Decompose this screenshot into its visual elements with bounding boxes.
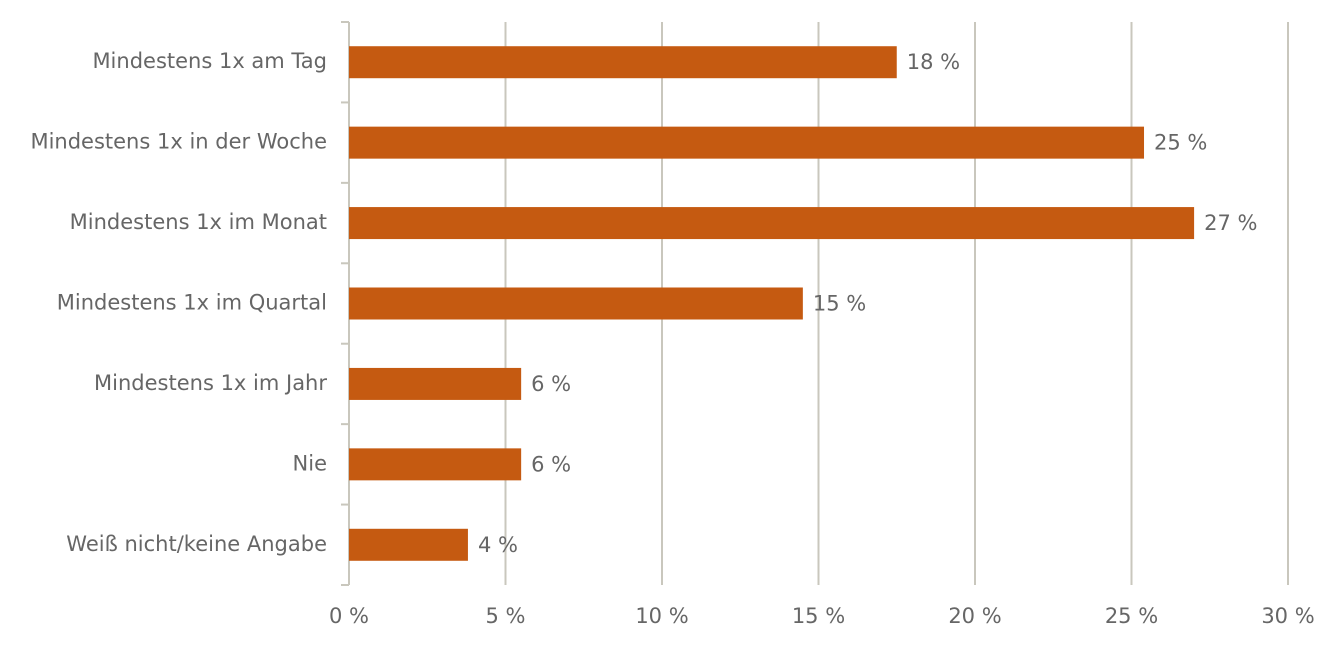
value-label: 6 % (531, 372, 571, 396)
value-label: 4 % (478, 533, 518, 557)
x-tick-label: 20 % (948, 604, 1001, 628)
bar (349, 287, 803, 320)
x-tick-label: 10 % (635, 604, 688, 628)
bar (349, 448, 522, 481)
y-tick-label: Mindestens 1x am Tag (92, 49, 327, 73)
y-tick-label: Nie (293, 451, 327, 475)
x-tick-label: 25 % (1105, 604, 1158, 628)
x-tick-label: 15 % (792, 604, 845, 628)
x-tick-label: 5 % (486, 604, 526, 628)
x-tick-label: 30 % (1261, 604, 1314, 628)
y-tick-label: Weiß nicht/keine Angabe (66, 532, 327, 556)
y-tick-label: Mindestens 1x in der Woche (30, 130, 327, 154)
value-label: 15 % (813, 292, 866, 316)
value-label: 27 % (1204, 211, 1257, 235)
x-tick-label: 0 % (329, 604, 369, 628)
bar (349, 528, 468, 561)
value-label: 6 % (531, 452, 571, 476)
value-label: 25 % (1154, 131, 1207, 155)
bar (349, 46, 897, 79)
bar (349, 207, 1195, 240)
bar (349, 126, 1145, 159)
y-tick-label: Mindestens 1x im Jahr (94, 371, 327, 395)
y-tick-label: Mindestens 1x im Quartal (57, 291, 327, 315)
value-label: 18 % (907, 50, 960, 74)
y-tick-label: Mindestens 1x im Monat (70, 210, 327, 234)
bar (349, 367, 522, 400)
